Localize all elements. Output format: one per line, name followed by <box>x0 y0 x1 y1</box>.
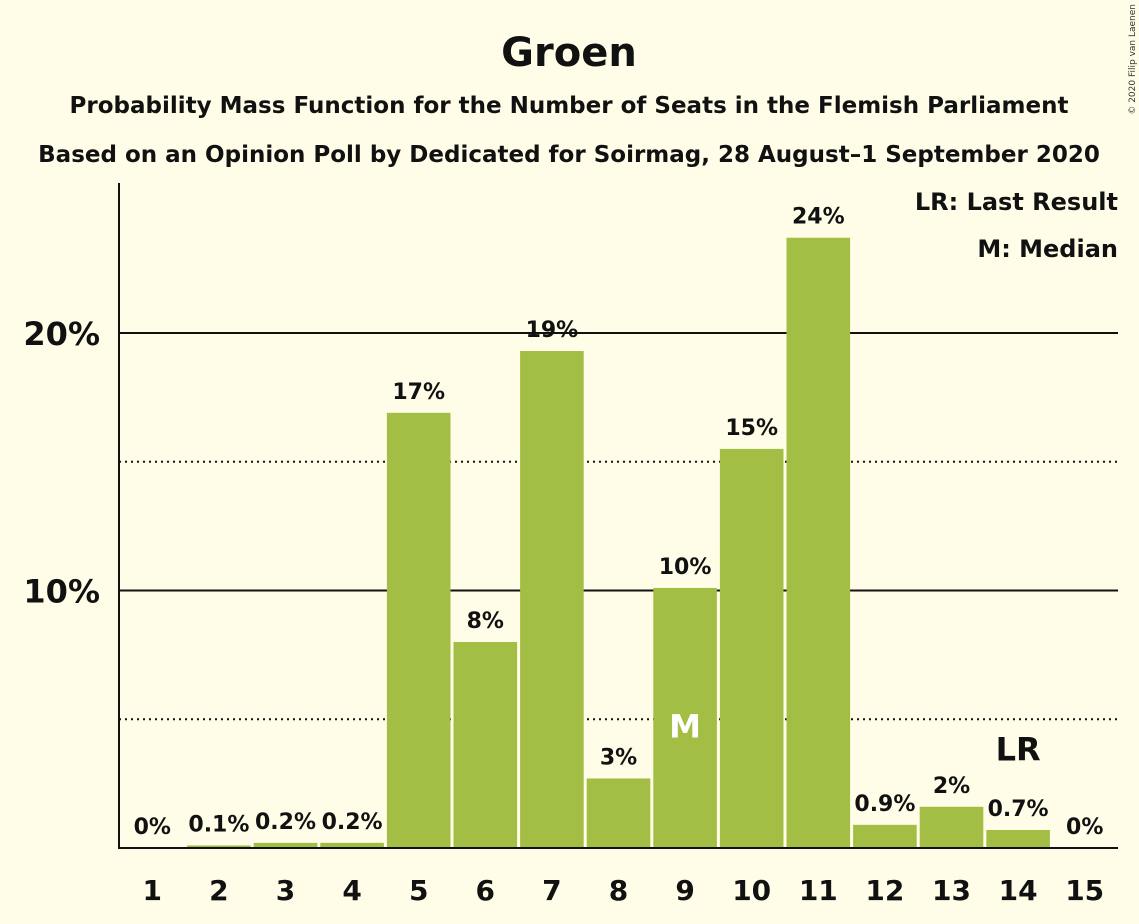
x-tick-label: 5 <box>409 874 428 907</box>
x-tick-label: 7 <box>542 874 561 907</box>
bar-seat-2 <box>187 845 251 848</box>
data-label-seat-12: 0.9% <box>854 792 915 817</box>
x-tick-label: 8 <box>609 874 628 907</box>
median-marker: M <box>669 707 701 745</box>
bar-seat-10 <box>719 448 784 848</box>
x-tick-label: 3 <box>276 874 295 907</box>
bar-seat-9 <box>653 587 717 848</box>
chart-subtitle-source: Based on an Opinion Poll by Dedicated fo… <box>38 142 1100 168</box>
x-tick-label: 12 <box>865 874 904 907</box>
x-tick-label: 13 <box>932 874 971 907</box>
data-label-seat-10: 15% <box>725 416 778 441</box>
gridlines <box>119 332 1118 721</box>
data-labels: 0% 0.1% 0.2% 0.2%17%8%19%3%10%M15%24%0.9%2%… <box>134 205 1104 840</box>
data-label-seat-5: 17% <box>392 380 445 405</box>
x-tick-label: 2 <box>209 874 228 907</box>
x-tick-label: 11 <box>799 874 838 907</box>
bar-seat-5 <box>386 412 451 848</box>
data-label-seat-8: 3% <box>600 745 637 770</box>
x-tick-label: 14 <box>999 874 1038 907</box>
x-axis-ticks: 1 2 3 4 5 6 7 8 9 10 11 12 13 14 15 <box>143 874 1105 907</box>
y-tick-label: 20% <box>23 315 100 353</box>
y-tick-label: 10% <box>23 573 100 611</box>
data-label-seat-15: 0% <box>1066 815 1103 840</box>
data-label-seat-4: 0.2% <box>322 810 383 835</box>
legend-last-result: LR: Last Result <box>915 188 1118 216</box>
bar-seat-11 <box>786 237 851 849</box>
chart-title: Groen <box>501 30 637 76</box>
data-label-seat-11: 24% <box>792 205 845 230</box>
bar-seat-14 <box>986 829 1050 848</box>
y-axis-ticks: 10% 20% <box>23 315 100 611</box>
x-tick-label: 6 <box>476 874 495 907</box>
bars <box>187 237 1050 849</box>
data-label-seat-13: 2% <box>933 774 970 799</box>
x-tick-label: 15 <box>1065 874 1104 907</box>
data-label-seat-9: 10% <box>659 555 712 580</box>
last-result-marker: LR <box>996 730 1041 768</box>
x-tick-label: 4 <box>342 874 361 907</box>
data-label-seat-3: 0.2% <box>255 810 316 835</box>
x-tick-label: 10 <box>732 874 771 907</box>
data-label-seat-1: 0% <box>134 815 171 840</box>
legend-median: M: Median <box>977 235 1118 263</box>
chart-subtitle: Probability Mass Function for the Number… <box>70 93 1069 119</box>
bar-seat-7 <box>520 351 584 848</box>
bar-seat-4 <box>320 842 384 848</box>
bar-seat-6 <box>453 642 518 848</box>
data-label-seat-7: 19% <box>526 318 579 343</box>
bar-seat-12 <box>853 824 917 848</box>
data-label-seat-14: 0.7% <box>988 797 1049 822</box>
bar-seat-8 <box>586 778 651 848</box>
x-tick-label: 1 <box>143 874 162 907</box>
bar-seat-13 <box>919 806 984 848</box>
x-tick-label: 9 <box>675 874 694 907</box>
copyright-text: © 2020 Filip van Laenen <box>1128 4 1138 115</box>
data-label-seat-2: 0.1% <box>188 812 249 837</box>
bar-seat-3 <box>253 842 318 848</box>
data-label-seat-6: 8% <box>467 609 504 634</box>
